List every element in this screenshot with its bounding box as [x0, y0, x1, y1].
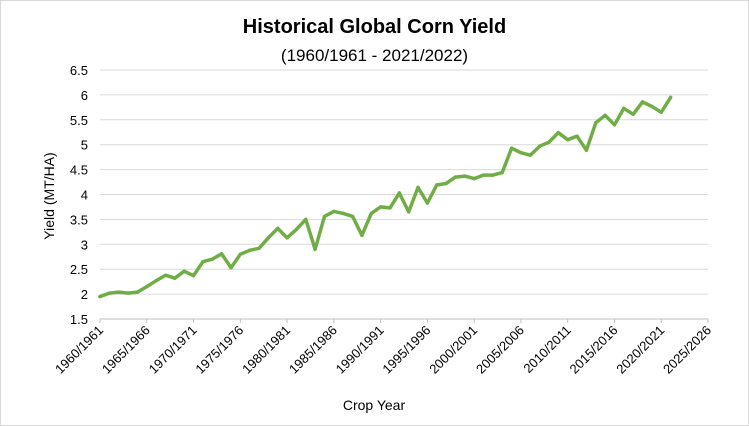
data-point	[491, 173, 495, 177]
data-point	[163, 273, 168, 277]
data-point	[126, 291, 130, 295]
x-tick-label: 1985/1986	[286, 323, 340, 377]
y-tick-label: 3.5	[70, 212, 88, 227]
data-point	[650, 104, 654, 109]
data-point	[313, 247, 317, 251]
data-point	[612, 123, 617, 127]
data-point	[210, 257, 214, 261]
x-axis-ticks: 1960/19611965/19661970/19711975/19761980…	[52, 319, 714, 377]
data-point	[229, 266, 233, 270]
data-point	[481, 173, 486, 177]
data-point	[98, 294, 102, 299]
y-axis-ticks: 1.5 2 2.5 3 3.5 4 4.5 5 5.5 6 6.5	[70, 63, 88, 327]
data-point	[173, 276, 177, 280]
x-tick-label: 1960/1961	[52, 323, 106, 377]
data-point	[659, 110, 663, 115]
data-point	[350, 214, 355, 219]
data-point	[584, 148, 589, 152]
data-point	[509, 146, 514, 150]
x-tick-label: 1975/1976	[192, 323, 246, 377]
data-point	[341, 211, 345, 216]
data-point	[472, 176, 476, 181]
data-point	[322, 214, 327, 219]
x-tick-label: 1990/1991	[333, 323, 387, 377]
x-tick-label: 2010/2011	[520, 323, 573, 376]
x-tick-label: 1965/1966	[99, 323, 153, 377]
x-tick-label: 1970/1971	[146, 323, 200, 377]
data-point	[369, 211, 373, 216]
x-tick-label: 2015/2016	[567, 323, 621, 377]
data-point	[668, 95, 673, 100]
data-point	[444, 181, 448, 186]
data-point	[566, 138, 570, 142]
data-point	[603, 113, 607, 118]
y-tick-label: 1.5	[70, 312, 88, 327]
data-point	[117, 290, 121, 294]
data-point	[640, 100, 645, 104]
data-point	[594, 121, 598, 125]
x-tick-label: 1980/1981	[239, 323, 293, 377]
data-point	[191, 274, 196, 278]
series-line	[98, 95, 673, 299]
x-axis-label: Crop Year	[343, 397, 406, 413]
data-point	[425, 201, 430, 205]
data-point	[622, 106, 626, 111]
data-point	[304, 217, 308, 222]
data-point	[519, 151, 523, 155]
data-point	[107, 291, 112, 295]
chart-subtitle: (1960/1961 - 2021/2022)	[280, 46, 469, 65]
data-point	[547, 140, 551, 144]
y-axis-label: Yield (MT/HA)	[41, 152, 57, 239]
data-point	[631, 112, 635, 117]
series-layer	[98, 95, 673, 299]
data-point	[500, 170, 504, 175]
x-tick-label: 2005/2006	[473, 323, 527, 377]
y-tick-label: 6.5	[70, 63, 88, 78]
data-point	[435, 183, 439, 187]
data-point	[407, 210, 411, 214]
x-tick-label: 1995/1996	[379, 323, 433, 377]
data-point	[285, 236, 289, 240]
y-tick-label: 4	[81, 188, 88, 203]
gridlines	[100, 69, 708, 320]
y-tick-label: 5	[81, 138, 88, 153]
y-tick-label: 3	[81, 237, 88, 252]
data-point	[238, 252, 242, 256]
data-point	[332, 209, 336, 214]
data-point	[453, 175, 458, 179]
data-point	[266, 236, 271, 240]
y-tick-label: 5.5	[70, 113, 88, 128]
data-point	[528, 153, 532, 157]
y-tick-label: 2	[81, 287, 88, 302]
data-point	[416, 185, 420, 190]
data-point	[154, 279, 158, 283]
data-point	[257, 246, 261, 250]
chart-title: Historical Global Corn Yield	[242, 16, 507, 38]
data-point	[378, 205, 383, 209]
data-point	[463, 174, 467, 178]
data-point	[575, 134, 579, 138]
data-point	[556, 131, 560, 135]
data-point	[135, 290, 140, 294]
data-point	[276, 226, 280, 231]
data-point	[388, 206, 392, 210]
data-point	[219, 252, 224, 256]
x-tick-label: 2000/2001	[426, 323, 480, 377]
data-point	[397, 191, 401, 195]
data-point	[294, 227, 299, 232]
data-point	[201, 260, 205, 264]
x-tick-label: 2020/2021	[613, 323, 667, 377]
data-point	[360, 233, 364, 237]
data-point	[537, 144, 542, 148]
y-tick-label: 4.5	[70, 163, 88, 178]
data-point	[182, 269, 186, 273]
y-tick-label: 6	[81, 88, 88, 103]
data-point	[248, 248, 252, 252]
y-tick-label: 2.5	[70, 262, 88, 277]
data-point	[145, 284, 149, 289]
x-tick-label: 2025/2026	[660, 323, 714, 377]
